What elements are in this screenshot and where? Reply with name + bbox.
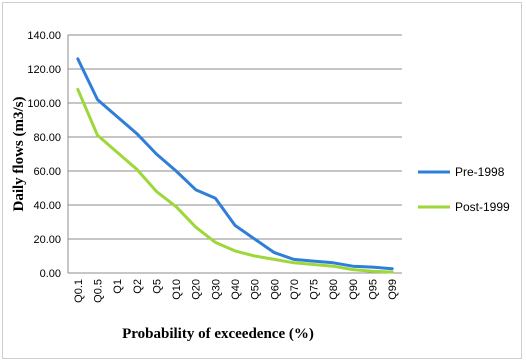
y-tick-label: 140.00 xyxy=(27,30,61,42)
series-lines xyxy=(76,57,394,274)
x-tick-label: Q0.5 xyxy=(92,279,104,303)
x-tick-label: Q10 xyxy=(171,279,183,300)
series-line-post-1999 xyxy=(76,87,394,274)
y-tick-label: 100.00 xyxy=(27,98,61,110)
y-tick-label: 80.00 xyxy=(33,132,61,144)
x-tick-label: Q75 xyxy=(309,279,321,300)
legend: Pre-1998 Post-1999 xyxy=(418,165,510,214)
x-tick-label: Q2 xyxy=(132,279,144,294)
y-tick-label: 0.00 xyxy=(40,268,61,280)
legend-label: Post-1999 xyxy=(455,200,510,214)
y-tick-label: 20.00 xyxy=(33,234,61,246)
x-tick-label: Q5 xyxy=(151,279,163,294)
x-tick-label: Q20 xyxy=(191,279,203,300)
series-line-pre-1998 xyxy=(76,57,394,271)
x-tick-label: Q99 xyxy=(387,279,399,300)
y-axis-title: Daily flows (m3/s) xyxy=(11,97,27,212)
x-axis-ticks: Q0.1 Q0.5 Q1 Q2 Q5 Q10 Q20 Q30 Q40 Q50 Q60 Q70 Q75 Q8… xyxy=(73,279,399,303)
x-axis-title: Probability of exceedence (%) xyxy=(122,326,314,342)
x-tick-label: Q40 xyxy=(230,279,242,300)
axes xyxy=(67,35,402,274)
x-tick-label: Q0.1 xyxy=(73,279,85,303)
x-tick-label: Q80 xyxy=(328,279,340,300)
x-tick-label: Q95 xyxy=(368,279,380,300)
x-tick-label: Q50 xyxy=(250,279,262,300)
y-tick-label: 60.00 xyxy=(33,166,61,178)
y-tick-label: 40.00 xyxy=(33,200,61,212)
x-tick-label: Q30 xyxy=(210,279,222,300)
x-tick-label: Q1 xyxy=(112,279,124,294)
x-tick-label: Q70 xyxy=(289,279,301,300)
x-tick-label: Q60 xyxy=(269,279,281,300)
legend-label: Pre-1998 xyxy=(455,165,505,179)
x-tick-label: Q90 xyxy=(348,279,360,300)
y-tick-label: 120.00 xyxy=(27,64,61,76)
chart-frame xyxy=(2,2,522,359)
y-axis-ticks: 0.00 20.00 40.00 60.00 80.00 100.00 120.00 140.… xyxy=(27,30,61,280)
